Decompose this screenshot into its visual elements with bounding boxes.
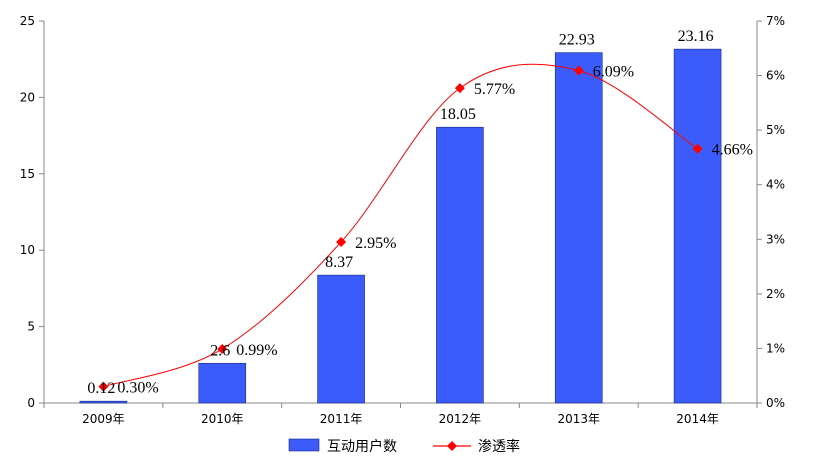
line-data-label: 4.66% — [712, 142, 753, 159]
line-data-label: 5.77% — [474, 81, 515, 98]
y-right-tick-label: 0% — [766, 396, 785, 410]
y-left-tick-label: 20 — [20, 90, 35, 104]
y-right-tick-label: 6% — [766, 69, 785, 83]
line-point-marker — [454, 83, 465, 94]
line-series — [98, 63, 703, 392]
line-point-marker — [573, 65, 584, 76]
bar-data-label: 18.05 — [440, 106, 476, 123]
bar — [198, 362, 247, 404]
x-tick-label: 2013年 — [557, 412, 600, 426]
x-tick-label: 2012年 — [439, 412, 482, 426]
y-right-tick-label: 3% — [766, 232, 785, 246]
bar — [554, 52, 603, 404]
legend-bar-swatch — [288, 438, 320, 452]
y-right-tick-label: 4% — [766, 178, 785, 192]
bar-data-label: 8.37 — [325, 254, 353, 271]
y-right-tick-label: 2% — [766, 287, 785, 301]
y-left-tick-label: 25 — [20, 14, 35, 28]
bar-data-label: 23.16 — [678, 28, 714, 45]
line-point-marker — [217, 343, 228, 354]
legend-line-label: 渗透率 — [478, 438, 520, 455]
line-data-label: 0.30% — [117, 380, 158, 397]
legend-bar-label: 互动用户数 — [327, 438, 397, 455]
bar-series — [79, 48, 722, 404]
bar-data-label: 0.12 — [87, 380, 115, 397]
line-point-marker — [692, 143, 703, 154]
line-data-label: 2.95% — [355, 235, 396, 252]
x-tick-label: 2009年 — [82, 412, 125, 426]
line-point-marker — [98, 381, 109, 392]
x-tick-label: 2011年 — [320, 412, 363, 426]
bar — [673, 48, 722, 404]
bar-data-label: 2.6 — [210, 342, 230, 359]
y-right-tick-label: 7% — [766, 14, 785, 28]
legend: 互动用户数 渗透率 — [288, 438, 520, 455]
data-labels: 0.12 2.6 8.37 18.05 22.93 23.16 0.30% 0.99% 2.95… — [87, 28, 752, 397]
bar-data-label: 22.93 — [559, 32, 595, 49]
y-left-tick-label: 5 — [27, 320, 35, 334]
x-tick-label: 2010年 — [201, 412, 244, 426]
legend-line-marker — [447, 441, 457, 451]
line-point-marker — [336, 237, 347, 248]
bar — [436, 126, 484, 404]
axes: 0 5 10 15 20 25 0% 1% 2% 3% 4% 5% 6% 7% 2009年 2010年 2011… — [20, 14, 785, 426]
y-right-tick-label: 5% — [766, 123, 785, 137]
line-data-label: 0.99% — [236, 342, 277, 359]
penetration-rate-line — [103, 63, 698, 388]
y-left-tick-label: 0 — [27, 396, 35, 410]
line-data-label: 6.09% — [593, 64, 634, 81]
bar — [79, 400, 128, 404]
y-left-tick-label: 15 — [20, 167, 35, 181]
y-left-tick-label: 10 — [20, 243, 35, 257]
x-tick-label: 2014年 — [676, 412, 719, 426]
y-right-tick-label: 1% — [766, 341, 785, 355]
bar — [317, 274, 365, 404]
